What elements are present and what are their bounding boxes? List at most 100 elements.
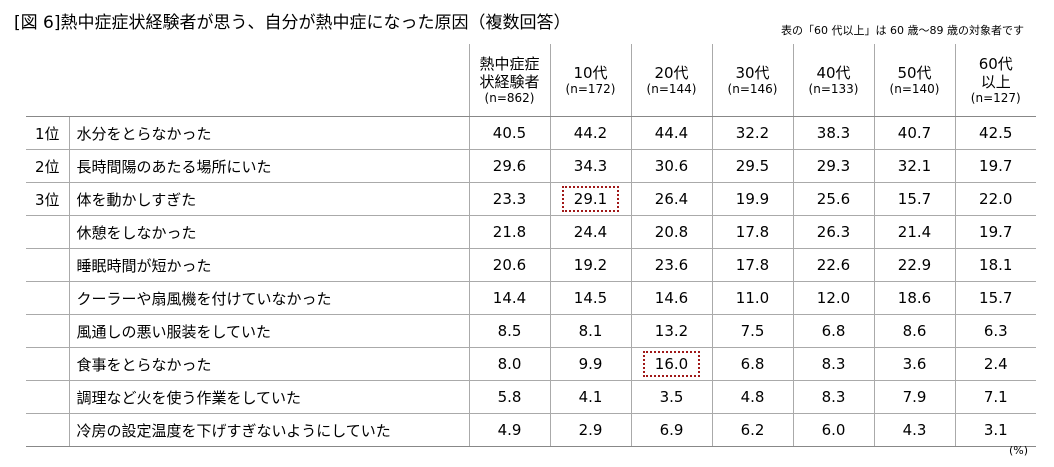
column-header-10s: 10代 (n=172) (549, 44, 631, 117)
value-cell: 8.5 (468, 314, 550, 348)
cause-label: 休憩をしなかった (68, 215, 469, 249)
value-cell: 6.8 (711, 347, 793, 381)
value-cell: 12.0 (792, 281, 874, 315)
value-cell: 2.4 (954, 347, 1036, 381)
table-row: 休憩をしなかった 21.8 24.4 20.8 17.8 26.3 21.4 19.7 (26, 215, 1036, 249)
value-cell: 3.6 (873, 347, 955, 381)
rank-cell: 3位 (26, 182, 69, 216)
cause-header (69, 44, 469, 117)
cause-label: 体を動かしすぎた (68, 182, 469, 216)
value-cell: 21.4 (873, 215, 955, 249)
column-header-30s: 30代 (n=146) (711, 44, 793, 117)
column-name: 熱中症症 状経験者 (479, 54, 540, 91)
value-cell: 18.1 (954, 248, 1036, 282)
value-cell: 6.9 (630, 413, 712, 447)
value-cell: 14.6 (630, 281, 712, 315)
column-header-40s: 40代 (n=133) (792, 44, 874, 117)
value-cell: 19.7 (954, 215, 1036, 249)
value-cell: 20.8 (630, 215, 712, 249)
value-cell: 21.8 (468, 215, 550, 249)
value-cell: 20.6 (468, 248, 550, 282)
results-table: 熱中症症 状経験者 (n=862) 10代 (n=172) 20代 (n=144)… (26, 44, 1036, 447)
unit-label: (%) (1008, 444, 1028, 457)
rank-cell (26, 281, 69, 315)
value-cell: 40.5 (468, 116, 550, 150)
value-cell: 15.7 (873, 182, 955, 216)
header-row: 熱中症症 状経験者 (n=862) 10代 (n=172) 20代 (n=144)… (26, 44, 1036, 117)
value-cell: 26.3 (792, 215, 874, 249)
rank-header (26, 44, 69, 117)
rank-cell: 1位 (26, 116, 69, 150)
value-cell: 40.7 (873, 116, 955, 150)
value-cell: 29.1 (549, 182, 631, 216)
value-cell: 29.3 (792, 149, 874, 183)
value-cell: 11.0 (711, 281, 793, 315)
value-cell: 3.5 (630, 380, 712, 414)
value-cell: 18.6 (873, 281, 955, 315)
value-cell: 44.4 (630, 116, 712, 150)
value-cell: 22.6 (792, 248, 874, 282)
column-n: (n=133) (808, 81, 859, 96)
column-n: (n=144) (646, 81, 697, 96)
highlighted-value: 29.1 (561, 186, 620, 212)
column-name: 60代 以上 (978, 54, 1013, 91)
value-cell: 2.9 (549, 413, 631, 447)
value-cell: 34.3 (549, 149, 631, 183)
age-range-note: 表の「60 代以上」は 60 歳～89 歳の対象者です (781, 24, 1024, 37)
value-cell: 14.4 (468, 281, 550, 315)
table-body: 1位 水分をとらなかった 40.5 44.2 44.4 32.2 38.3 40.7 42.5 2… (26, 116, 1036, 447)
value-cell: 16.0 (630, 347, 712, 381)
rank-cell (26, 380, 69, 414)
value-cell: 15.7 (954, 281, 1036, 315)
value-cell: 23.6 (630, 248, 712, 282)
table-row: 風通しの悪い服装をしていた 8.5 8.1 13.2 7.5 6.8 8.6 6.3 (26, 314, 1036, 348)
column-name: 20代 (654, 63, 689, 82)
value-cell: 4.9 (468, 413, 550, 447)
cause-label: 風通しの悪い服装をしていた (68, 314, 469, 348)
table-row: 3位 体を動かしすぎた 23.3 29.1 26.4 19.9 25.6 15.7 22.0 (26, 182, 1036, 216)
highlighted-value: 16.0 (642, 351, 701, 377)
column-name: 50代 (897, 63, 932, 82)
rank-cell (26, 215, 69, 249)
value-cell: 13.2 (630, 314, 712, 348)
value-cell: 23.3 (468, 182, 550, 216)
value-cell: 17.8 (711, 248, 793, 282)
value-cell: 4.3 (873, 413, 955, 447)
value-cell: 8.3 (792, 380, 874, 414)
cause-label: 食事をとらなかった (68, 347, 469, 381)
value-cell: 29.5 (711, 149, 793, 183)
value-cell: 25.6 (792, 182, 874, 216)
value-cell: 22.9 (873, 248, 955, 282)
table-row: 食事をとらなかった 8.0 9.9 16.0 6.8 8.3 3.6 2.4 (26, 347, 1036, 381)
column-header-all: 熱中症症 状経験者 (n=862) (468, 44, 550, 117)
value-cell: 4.8 (711, 380, 793, 414)
value-cell: 7.9 (873, 380, 955, 414)
value-cell: 7.1 (954, 380, 1036, 414)
value-cell: 17.8 (711, 215, 793, 249)
table-row: 1位 水分をとらなかった 40.5 44.2 44.4 32.2 38.3 40.7 42.5 (26, 116, 1036, 150)
column-n: (n=862) (484, 90, 535, 105)
value-cell: 30.6 (630, 149, 712, 183)
cause-label: 長時間陽のあたる場所にいた (68, 149, 469, 183)
value-cell: 26.4 (630, 182, 712, 216)
column-name: 10代 (573, 63, 608, 82)
table-row: 冷房の設定温度を下げすぎないようにしていた 4.9 2.9 6.9 6.2 6.0 4.3 3… (26, 413, 1036, 447)
rank-cell (26, 413, 69, 447)
column-header-60s-plus: 60代 以上 (n=127) (954, 44, 1036, 117)
value-cell: 9.9 (549, 347, 631, 381)
column-name: 30代 (735, 63, 770, 82)
value-cell: 6.3 (954, 314, 1036, 348)
value-cell: 6.0 (792, 413, 874, 447)
value-cell: 19.2 (549, 248, 631, 282)
table-row: 睡眠時間が短かった 20.6 19.2 23.6 17.8 22.6 22.9 18.1 (26, 248, 1036, 282)
table-row: クーラーや扇風機を付けていなかった 14.4 14.5 14.6 11.0 12.0 18.… (26, 281, 1036, 315)
value-cell: 24.4 (549, 215, 631, 249)
value-cell: 6.8 (792, 314, 874, 348)
cause-label: 冷房の設定温度を下げすぎないようにしていた (68, 413, 469, 447)
value-cell: 7.5 (711, 314, 793, 348)
column-n: (n=140) (889, 81, 940, 96)
rank-cell (26, 248, 69, 282)
value-cell: 8.1 (549, 314, 631, 348)
value-cell: 6.2 (711, 413, 793, 447)
value-cell: 32.2 (711, 116, 793, 150)
